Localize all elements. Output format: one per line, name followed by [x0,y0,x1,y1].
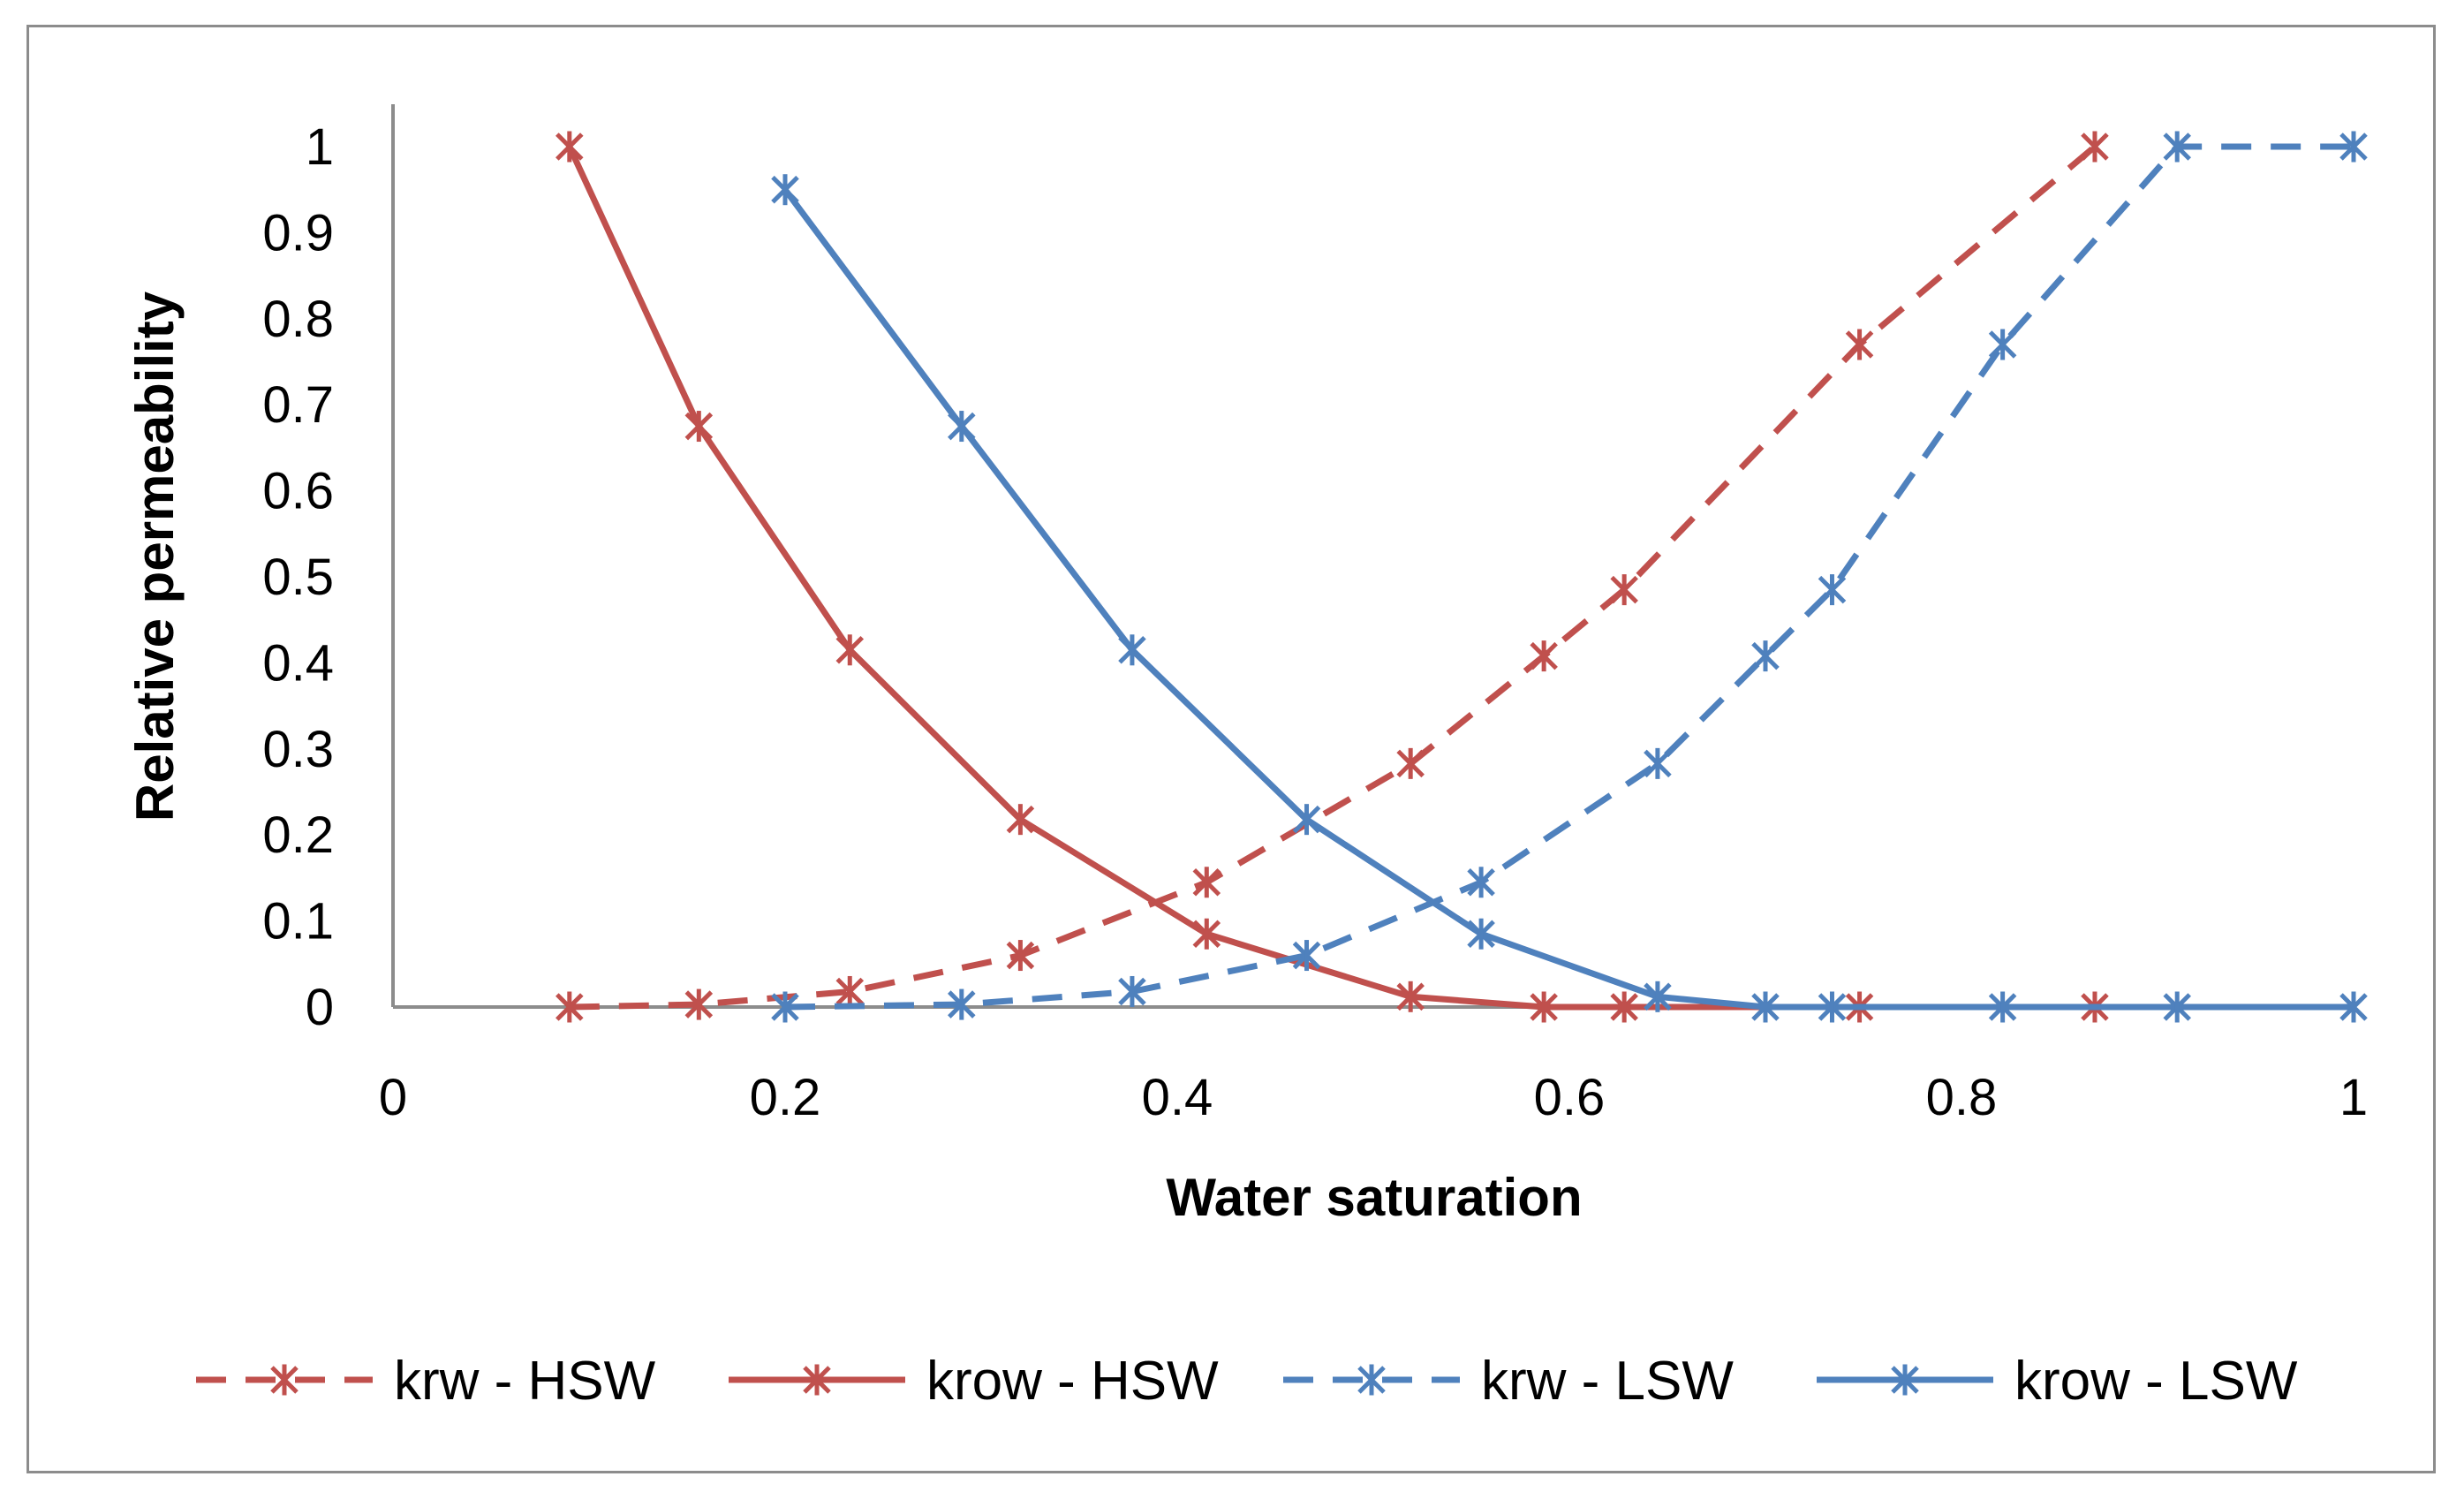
series [556,131,2368,1023]
star-marker [1467,918,1495,950]
y-tick-label: 0.7 [262,376,334,434]
star-marker [1292,940,1321,972]
series-krow-hsw [556,131,2109,1023]
legend-entry: krow - HSW [729,1351,1219,1412]
axes [391,104,2354,1009]
star-marker [1644,981,1672,1012]
star-marker [835,634,865,666]
legend-entry: krw - HSW [196,1351,656,1412]
star-marker [1845,329,1874,360]
star-marker [1192,867,1221,898]
star-marker [1818,991,1847,1023]
y-axis-title: Relative permeability [125,291,185,822]
legend-entry: krw - LSW [1283,1351,1734,1412]
series-line [566,145,2095,1011]
star-marker [684,988,714,1020]
legend-entry: krow - LSW [1817,1351,2298,1412]
star-marker [803,1364,831,1396]
star-marker [556,991,584,1023]
x-tick-label: 0.6 [1534,1069,1606,1126]
y-tick-labels: 0 0.1 0.2 0.3 0.4 0.5 0.6 0.7 0.8 0.9 1 [262,118,334,1036]
legend-label: krow - LSW [2014,1351,2298,1412]
star-marker [1610,991,1638,1023]
star-marker [1751,991,1780,1023]
star-marker [1396,981,1425,1012]
star-marker [2081,131,2109,163]
star-marker [2163,991,2191,1023]
series-krw-hsw [556,131,2109,1023]
star-marker [1118,975,1146,1007]
y-tick-label: 0.8 [262,291,334,348]
star-marker [2339,131,2368,163]
x-axis-title: Water saturation [1166,1168,1582,1227]
series-line [782,187,2354,1011]
legend-label: krow - HSW [926,1351,1219,1412]
star-marker [1988,991,2017,1023]
star-marker [771,174,799,206]
legend-label: krw - HSW [394,1351,656,1412]
star-marker [270,1364,299,1396]
star-marker [2163,131,2191,163]
series-krow-lsw [771,174,2368,1023]
x-tick-label: 0.8 [1926,1069,1998,1126]
star-marker [1357,1364,1386,1396]
star-marker [1530,640,1558,672]
series-line [784,143,2354,1011]
x-tick-label: 0 [379,1069,407,1126]
star-marker [1006,940,1035,972]
star-marker [771,991,799,1023]
star-marker [948,988,976,1020]
y-tick-label: 0.1 [262,893,334,950]
star-marker [1818,574,1847,606]
y-tick-label: 0 [306,979,334,1036]
star-marker [1006,804,1035,836]
y-tick-label: 0.2 [262,807,334,864]
star-marker [556,131,584,163]
star-marker [948,411,976,443]
star-marker [1644,747,1672,779]
star-marker [1988,329,2017,360]
y-tick-label: 1 [306,118,334,176]
star-marker [684,411,714,443]
x-tick-labels: 0 0.2 0.4 0.6 0.8 1 [379,1069,2368,1126]
star-marker [1530,991,1558,1023]
series-krw-lsw [771,131,2368,1023]
y-tick-label: 0.4 [262,634,334,692]
star-marker [1292,804,1321,836]
y-tick-label: 0.3 [262,721,334,778]
y-tick-label: 0.6 [262,463,334,520]
x-tick-label: 1 [2339,1069,2368,1126]
star-marker [835,975,865,1007]
x-tick-label: 0.4 [1142,1069,1213,1126]
legend-label: krw - LSW [1481,1351,1734,1412]
star-marker [1467,867,1495,898]
star-marker [1891,1364,1919,1396]
star-marker [2339,991,2368,1023]
star-marker [1751,640,1780,672]
y-tick-label: 0.9 [262,204,334,261]
star-marker [1610,574,1638,606]
x-tick-label: 0.2 [750,1069,821,1126]
y-tick-label: 0.5 [262,549,334,606]
star-marker [1192,918,1221,950]
star-marker [1396,747,1425,779]
star-marker [1118,634,1146,666]
legend: krw - HSW krow - HSW krw - LSW krow - LSW [196,1351,2298,1412]
